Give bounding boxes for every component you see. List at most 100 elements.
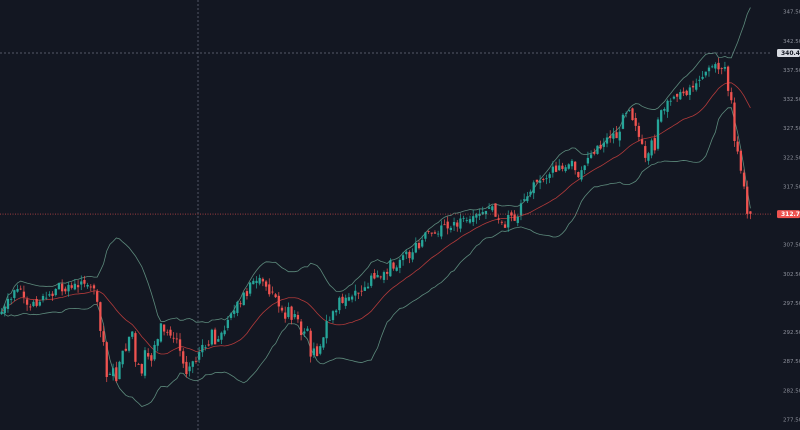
candle-body: [401, 255, 405, 261]
lower-band: [1, 107, 751, 408]
candle-body: [99, 302, 102, 331]
candle-body: [462, 217, 465, 219]
candle-body: [360, 290, 363, 292]
candle-body: [331, 311, 335, 321]
candle-body: [137, 363, 140, 365]
candle-body: [666, 100, 669, 112]
candle-body: [660, 110, 663, 122]
candle-body: [497, 218, 500, 220]
y-tick-label: 307.50: [783, 243, 800, 249]
candle-body: [720, 68, 723, 70]
candle-body: [513, 214, 516, 221]
candle-body: [395, 267, 398, 271]
candle-body: [73, 283, 77, 290]
candle-body: [376, 275, 379, 278]
candle-body: [127, 336, 131, 351]
candle-body: [733, 102, 736, 142]
candle-body: [341, 296, 344, 303]
y-tick-label: 282.50: [783, 388, 800, 394]
candle-body: [236, 301, 239, 313]
candle-body: [134, 333, 137, 362]
candle-body: [102, 331, 105, 343]
candle-body: [637, 126, 641, 137]
candle-body: [711, 66, 714, 68]
y-tick-label: 297.50: [783, 301, 800, 307]
candle-body: [277, 295, 280, 307]
candle-body: [507, 215, 510, 228]
candle-body: [519, 203, 523, 216]
candle-body: [147, 353, 150, 357]
candle-body: [417, 242, 421, 249]
candle-body: [558, 165, 561, 171]
candle-body: [456, 222, 459, 227]
candle-body: [602, 142, 605, 147]
candle-body: [542, 179, 545, 181]
candle-body: [672, 96, 676, 99]
candle-body: [162, 324, 166, 332]
candle-body: [491, 206, 494, 211]
candle-body: [586, 157, 590, 164]
candle-body: [526, 196, 529, 202]
candle-body: [487, 207, 491, 209]
crosshair-price-badge-label: 340.40: [781, 50, 800, 57]
y-tick-label: 332.50: [783, 97, 800, 103]
candle-body: [452, 221, 456, 226]
candle-body: [60, 283, 64, 292]
candle-body: [274, 294, 277, 298]
candle-body: [80, 281, 83, 285]
candle-body: [29, 306, 32, 308]
candle-body: [723, 67, 727, 69]
candle-body: [430, 232, 433, 234]
candle-body: [67, 284, 70, 292]
candle-body: [111, 368, 115, 377]
upper-band: [1, 7, 751, 323]
candle-body: [338, 297, 341, 311]
candle-body: [344, 297, 347, 306]
candle-body: [631, 108, 634, 121]
y-tick-label: 347.50: [783, 10, 800, 16]
candle-body: [57, 283, 61, 290]
candle-body: [570, 160, 574, 167]
candle-body: [746, 186, 749, 214]
candle-body: [564, 167, 567, 172]
candle-body: [510, 212, 513, 216]
candle-body: [427, 230, 430, 232]
candle-body: [121, 350, 124, 365]
candle-body: [204, 347, 207, 349]
candle-body: [92, 285, 96, 289]
candle-body: [347, 297, 351, 301]
candle-body: [650, 140, 653, 156]
candle-body: [10, 298, 13, 300]
candle-body: [226, 319, 229, 328]
candle-body: [357, 292, 360, 294]
candle-body: [245, 291, 249, 296]
candle-body: [303, 331, 306, 334]
y-tick-label: 322.50: [783, 155, 800, 161]
candle-body: [691, 85, 695, 88]
candle-body: [143, 350, 147, 376]
candle-body: [742, 172, 746, 187]
candle-body: [609, 136, 612, 139]
candle-body: [647, 153, 650, 161]
candle-body: [449, 227, 453, 230]
candle-body: [589, 154, 593, 158]
candle-body: [535, 179, 539, 182]
candle-body: [223, 330, 226, 335]
candle-body: [628, 110, 631, 111]
candle-body: [478, 213, 481, 216]
candle-body: [593, 152, 596, 154]
candle-body: [76, 285, 80, 288]
candle-body: [22, 291, 26, 298]
candle-body: [325, 321, 328, 339]
candle-body: [217, 339, 220, 342]
candle-body: [182, 351, 185, 364]
candle-body: [229, 313, 233, 318]
candle-body: [382, 272, 386, 280]
candle-body: [41, 295, 45, 301]
candle-body: [220, 332, 223, 340]
candle-body: [736, 141, 739, 152]
candle-body: [19, 288, 22, 290]
candle-body: [714, 64, 717, 69]
candle-body: [717, 62, 720, 70]
